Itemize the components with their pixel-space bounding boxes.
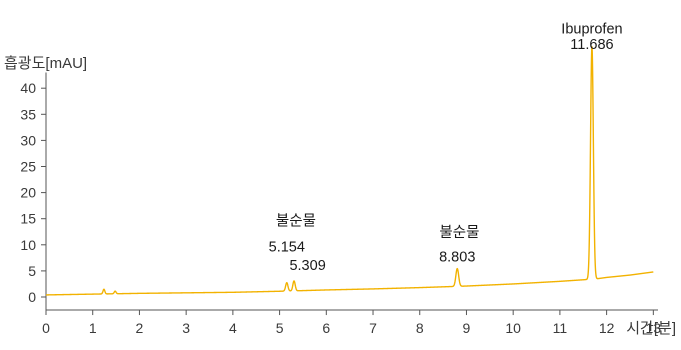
x-tick-label: 6 <box>322 320 330 336</box>
x-tick-label: 1 <box>89 320 97 336</box>
x-axis-label: 시간[분] <box>626 320 676 337</box>
series-layer <box>45 46 654 296</box>
x-tick-label: 8 <box>416 320 424 336</box>
peak-annotation: 11.686 <box>570 37 613 53</box>
peak-annotation: 5.154 <box>269 240 305 256</box>
x-tick-label: 7 <box>369 320 377 336</box>
x-tick-label: 11 <box>553 320 568 336</box>
y-tick-label: 30 <box>20 132 36 148</box>
x-tick-label: 9 <box>463 320 471 336</box>
y-tick-label: 35 <box>20 106 36 122</box>
x-tick-label: 3 <box>182 320 190 336</box>
y-tick-label: 0 <box>28 289 36 305</box>
y-tick-label: 40 <box>20 80 36 96</box>
x-tick-label: 13 <box>646 320 662 336</box>
axes <box>45 72 658 311</box>
peak-annotation: 8.803 <box>439 250 475 266</box>
y-tick-label: 20 <box>20 185 36 201</box>
x-tick-label: 2 <box>136 320 144 336</box>
peak-annotation: 불순물 <box>439 224 479 241</box>
x-tick-label: 12 <box>599 320 615 336</box>
y-tick-label: 15 <box>20 211 36 227</box>
y-tick-label: 5 <box>28 263 36 279</box>
signal-trace <box>45 46 654 296</box>
peak-annotation: 5.309 <box>289 258 325 274</box>
peak-annotation: Ibuprofen <box>561 21 622 37</box>
x-tick-label: 10 <box>505 320 521 336</box>
y-tick-label: 10 <box>20 237 36 253</box>
y-axis-label: 흡광도[mAU] <box>4 55 87 72</box>
peak-annotation: 불순물 <box>276 212 316 229</box>
x-tick-label: 0 <box>42 320 50 336</box>
x-tick-label: 4 <box>229 320 237 336</box>
y-tick-label: 25 <box>20 159 36 175</box>
x-tick-label: 5 <box>276 320 284 336</box>
